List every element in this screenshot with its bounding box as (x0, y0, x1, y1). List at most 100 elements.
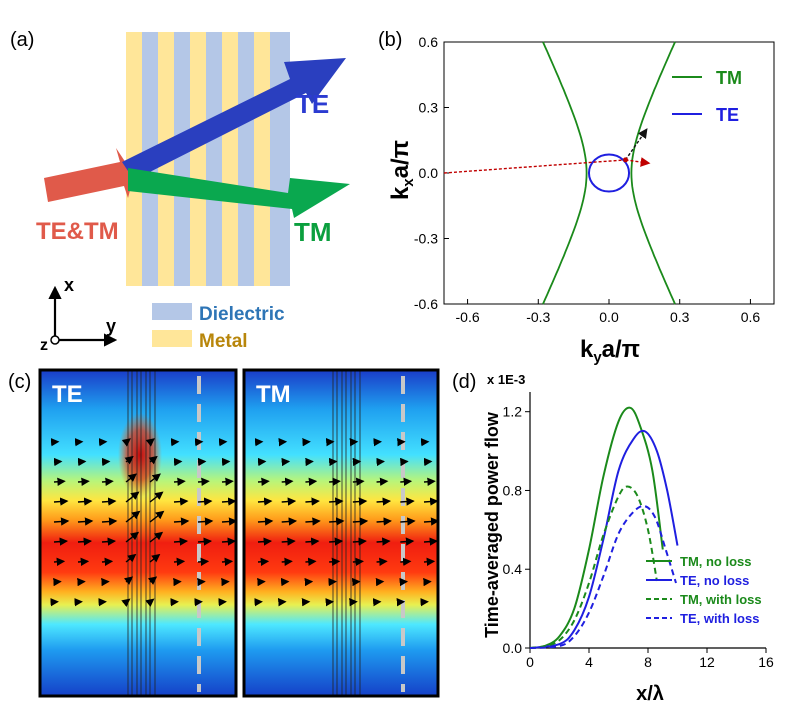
poynting-arrow (257, 477, 270, 486)
incident-beam-arrow (44, 148, 134, 202)
poynting-arrow (221, 537, 237, 546)
poynting-arrow (77, 497, 93, 506)
plot-d-ylabel: Time-averaged power flow (482, 411, 502, 638)
poynting-arrow (305, 537, 320, 546)
poynting-arrow (376, 537, 391, 546)
plot-d-xtick-label: 16 (758, 654, 774, 670)
legend-te-label: TE (716, 105, 739, 125)
tm-poynting-arrows (254, 438, 440, 607)
poynting-arrow (173, 557, 186, 566)
plot-b-ylabel: kxa/π (387, 140, 417, 200)
poynting-arrow (423, 497, 439, 506)
poynting-arrow (101, 477, 114, 486)
poynting-arrow (197, 557, 210, 566)
metal-label: Metal (199, 331, 248, 352)
plot-b-ytick-label: -0.3 (414, 231, 438, 247)
plot-d-xtick-label: 12 (699, 654, 715, 670)
poynting-arrow (149, 473, 161, 483)
poynting-arrow (173, 537, 189, 546)
plot-d-xtick-label: 8 (644, 654, 652, 670)
poynting-arrow (376, 557, 388, 566)
poynting-arrow (305, 477, 318, 486)
plot-d-ytick-label: 0.8 (503, 482, 523, 498)
plot-d: 0 4 8 12 16 0.0 0.4 0.8 1.2 (503, 392, 774, 670)
poynting-arrow (281, 557, 293, 566)
poynting-arrow (400, 557, 412, 566)
poynting-arrow (53, 497, 69, 506)
poynting-arrow (173, 497, 189, 506)
poynting-arrow (352, 497, 368, 506)
legend-tm-label: TM (716, 68, 742, 88)
poynting-arrow (147, 576, 158, 585)
plot-b-xtick-label: -0.6 (456, 309, 480, 325)
poynting-arrow (352, 537, 367, 546)
poynting-arrow (281, 537, 296, 546)
poynting-arrow (376, 497, 392, 506)
plot-d-ytick-label: 0.0 (503, 640, 523, 656)
axis-z-label: z (40, 337, 48, 354)
poynting-arrow (53, 557, 66, 566)
plot-d-scale-note: x 1E-3 (487, 372, 525, 387)
poynting-arrow (173, 517, 190, 526)
panel-label-c: (c) (8, 371, 31, 393)
poynting-arrow (77, 557, 90, 566)
field-map-te-label: TE (52, 381, 83, 408)
poynting-arrow (257, 557, 270, 566)
te-contour-circle (587, 153, 631, 193)
plot-d-legend-label: TE, no loss (680, 573, 749, 588)
poynting-arrow (149, 531, 164, 543)
poynting-arrow (329, 497, 344, 506)
poynting-arrow (101, 557, 114, 566)
plot-b-xtick-label: 0.3 (670, 309, 690, 325)
poynting-arrow (221, 557, 234, 566)
poynting-arrow (125, 510, 141, 523)
poynting-arrow (376, 477, 389, 486)
poynting-arrow (145, 438, 155, 447)
poynting-arrow (329, 517, 345, 526)
poynting-arrow (197, 537, 213, 546)
plot-d-xtick-label: 4 (585, 654, 593, 670)
poynting-arrow (329, 557, 341, 566)
poynting-arrow (149, 510, 165, 523)
poynting-arrow (376, 517, 392, 526)
te-group-velocity-arrow (624, 128, 648, 161)
plot-b-ytick-label: 0.6 (419, 34, 439, 50)
plot-d-ytick-label: 0.4 (503, 561, 523, 577)
plot-d-xtick-label: 0 (526, 654, 534, 670)
field-map-tm: TM (242, 368, 440, 698)
poynting-arrow (121, 598, 131, 607)
panel-label-b: (b) (378, 29, 402, 51)
poynting-arrow (423, 477, 436, 486)
poynting-arrow (53, 477, 66, 486)
incident-beam-label: TE&TM (36, 218, 119, 245)
poynting-arrow (77, 517, 94, 526)
poynting-arrow (173, 477, 186, 486)
plot-d-xlabel: x/λ (636, 683, 664, 705)
poynting-arrow (221, 517, 238, 526)
te-beam-arrow (122, 58, 346, 180)
power-flow-series-2 (529, 429, 679, 649)
poynting-arrow (197, 517, 214, 526)
tm-group-velocity-arrow (625, 157, 651, 167)
poynting-arrow (221, 497, 237, 506)
material-legend: Dielectric Metal (152, 303, 285, 352)
poynting-arrow (125, 553, 137, 563)
plot-d-ylabel-text: Time-averaged power flow (482, 411, 502, 638)
plot-b-ytick-label: -0.6 (414, 296, 438, 312)
coordinate-axes: x y z (40, 275, 118, 354)
poynting-arrow (423, 557, 436, 566)
field-map-tm-label: TM (256, 381, 291, 408)
dielectric-label: Dielectric (199, 304, 285, 325)
intersection-point (623, 157, 628, 163)
poynting-arrow (400, 477, 413, 486)
poynting-arrow (281, 517, 298, 526)
te-poynting-arrows (50, 438, 238, 607)
poynting-arrow (101, 517, 118, 526)
poynting-arrow (123, 576, 134, 585)
poynting-arrow (281, 497, 297, 506)
poynting-arrow (305, 517, 321, 526)
plot-d-legend-label: TE, with loss (680, 611, 759, 626)
poynting-arrow (125, 491, 140, 503)
poynting-arrow (149, 491, 164, 503)
